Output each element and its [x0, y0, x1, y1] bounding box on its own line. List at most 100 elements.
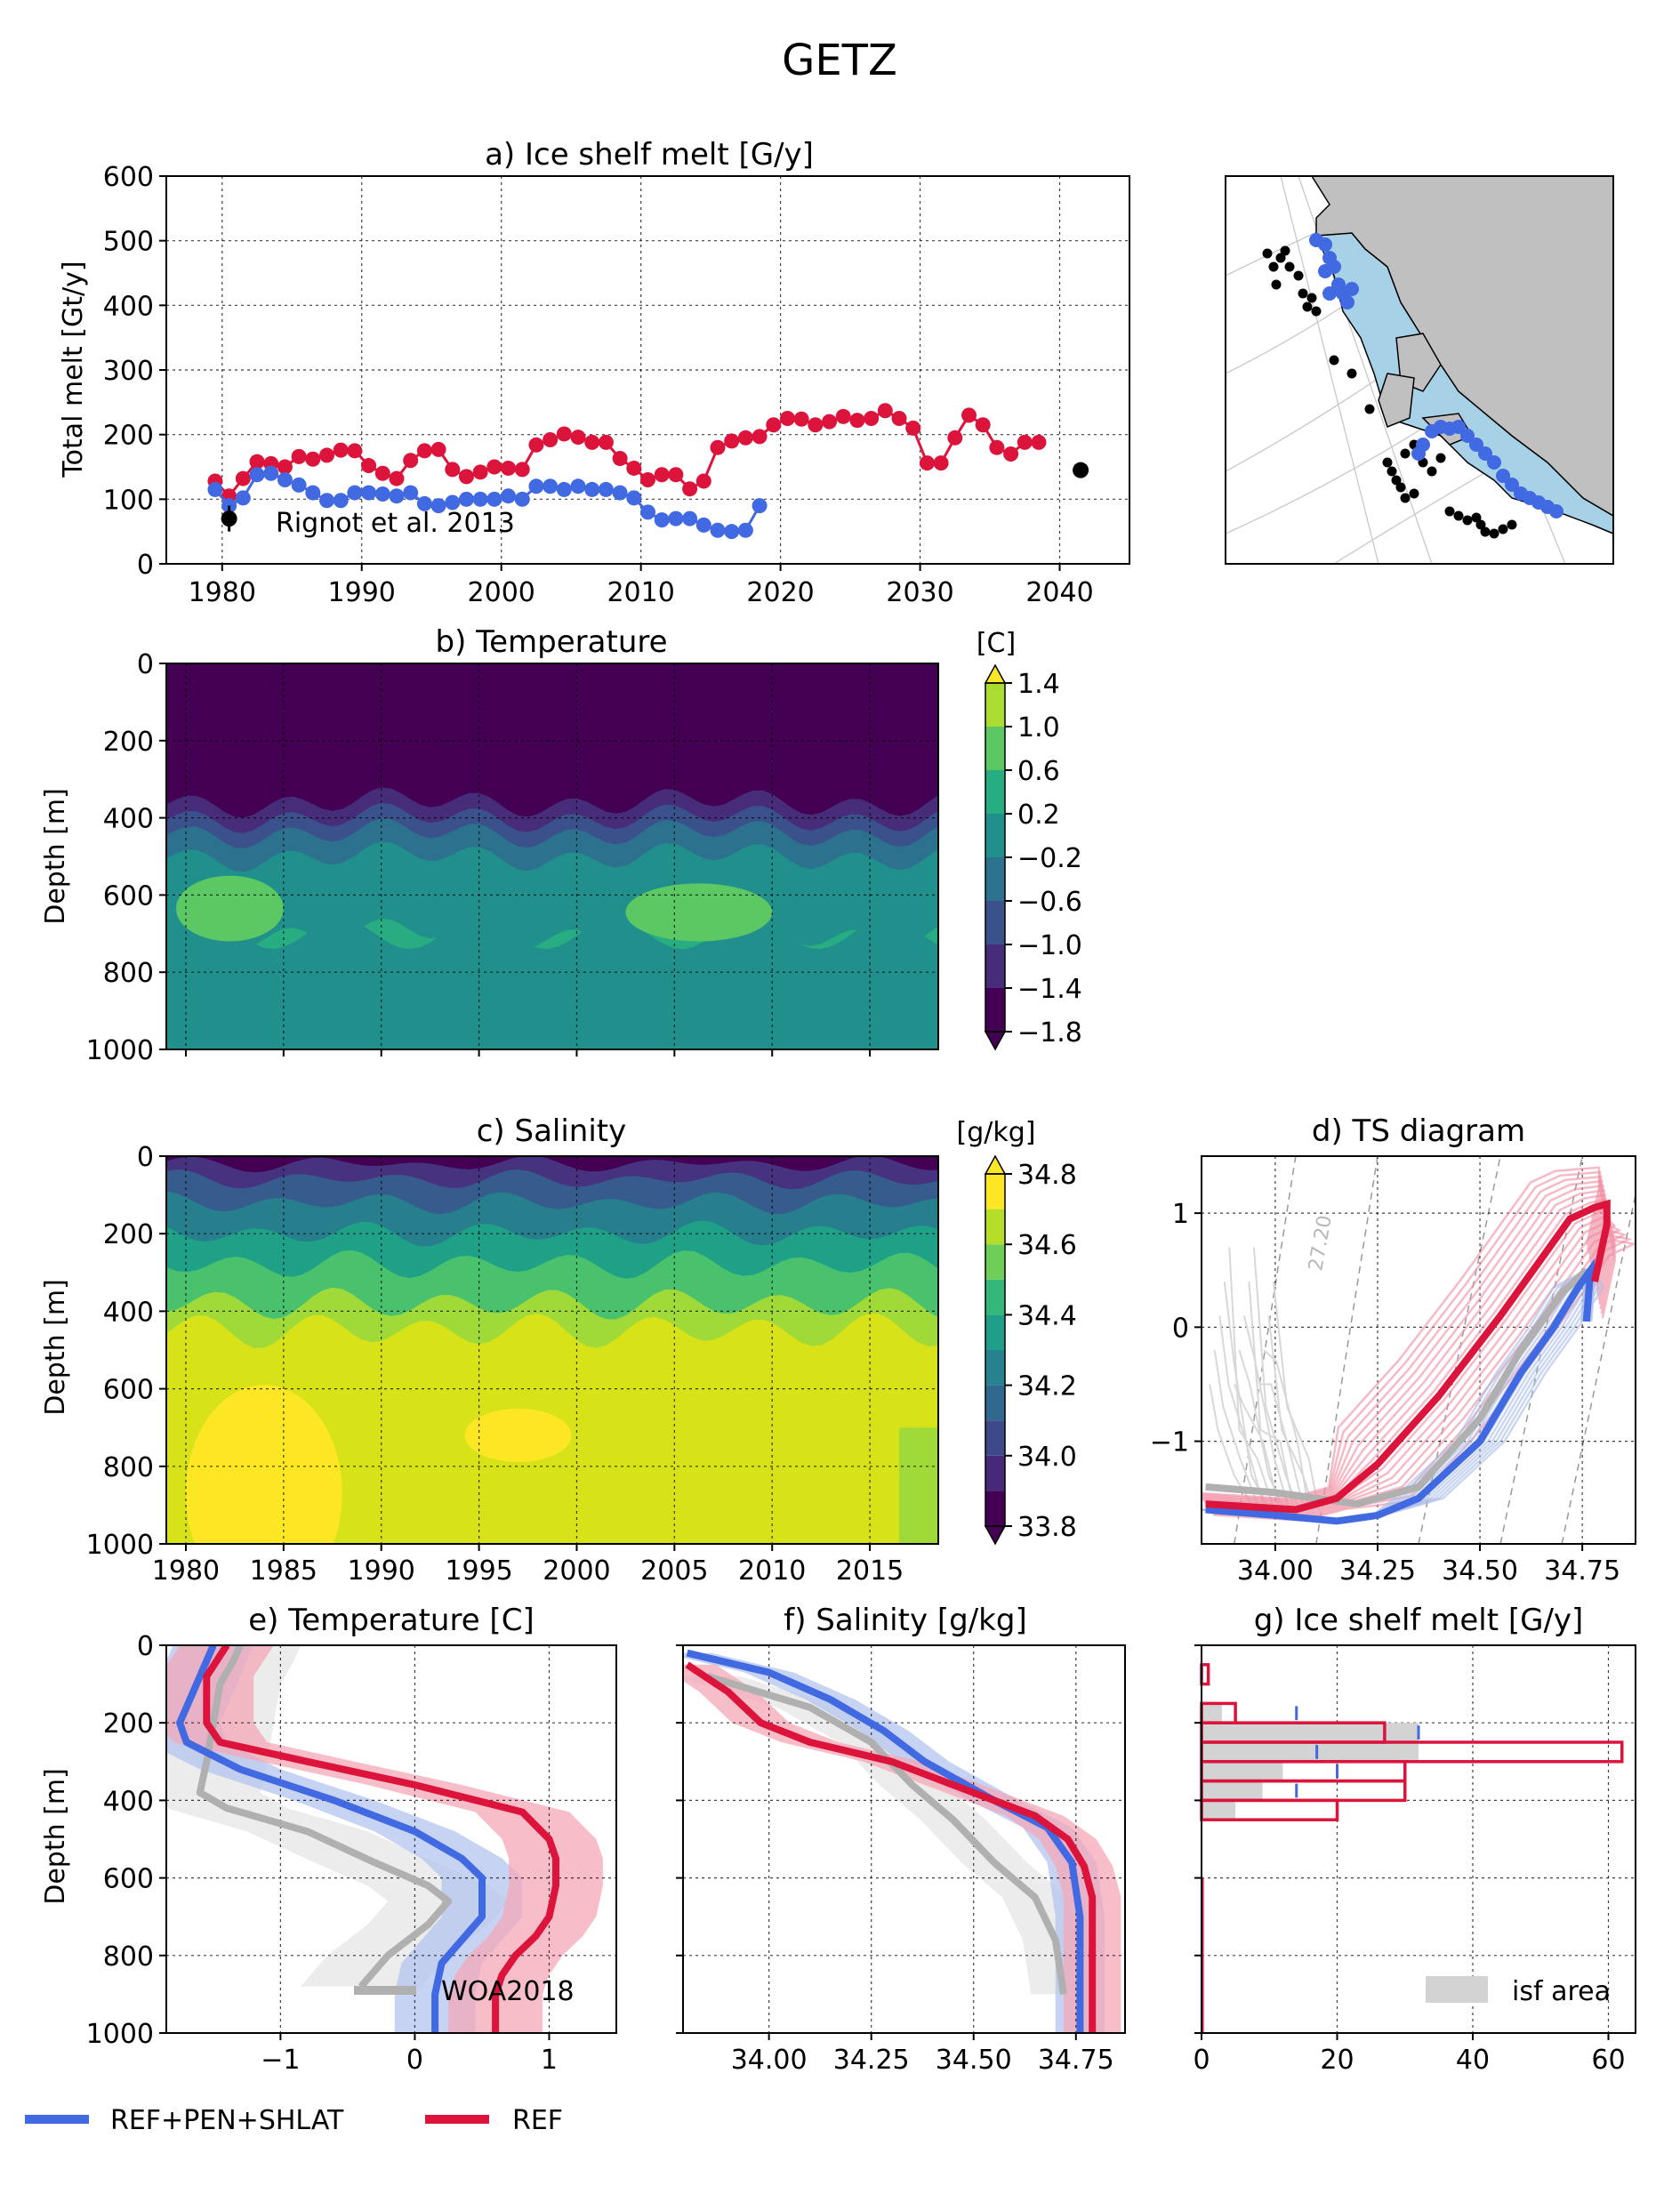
panel-c-cbar-level	[985, 1491, 1005, 1526]
panel-c-ylabel: Depth [m]	[40, 1279, 71, 1416]
map-model-dot	[1340, 295, 1354, 309]
panel-a-point	[403, 453, 419, 469]
panel-c-cbar-level	[985, 1455, 1005, 1491]
panel-a-point	[291, 477, 307, 493]
figure-legend: REF+PEN+SHLAT REF	[25, 2105, 563, 2136]
panel-a-point	[570, 430, 586, 446]
panel-a-point	[710, 439, 726, 455]
panel-a-xtick-label: 2000	[468, 577, 535, 608]
map-obs-dot	[1444, 506, 1455, 517]
panel-a-point	[305, 485, 321, 501]
panel-a-obs-point	[221, 510, 237, 527]
panel-f-xtick-label: 34.50	[936, 2045, 1012, 2076]
panel-d-xtick-label: 34.25	[1339, 1555, 1416, 1587]
panel-a-point	[458, 469, 474, 485]
panel-f-ticks: 34.00 34.25 34.50 34.75	[676, 1644, 1114, 2076]
panel-a-point	[584, 481, 600, 497]
panel-a-point	[793, 411, 809, 427]
panel-g-bars	[1200, 1644, 1636, 2034]
panel-b-cbar-extend-top	[984, 663, 1007, 684]
map-obs-dot	[1391, 475, 1402, 486]
map-obs-dot	[1346, 368, 1357, 379]
panel-e-ytick-label: 400	[103, 1786, 154, 1817]
panel-e-ytick-label: 1000	[86, 2019, 154, 2050]
panel-g-xtick-label: 20	[1320, 2045, 1354, 2076]
panel-a-point	[654, 512, 670, 528]
panel-b-contours	[166, 663, 938, 1049]
panel-a-point	[543, 431, 559, 447]
panel-a-point	[416, 443, 432, 459]
map-obs-dot	[1471, 512, 1482, 523]
map-obs-dot	[1498, 524, 1508, 534]
panel-a-annotation: Rignot et al. 2013	[276, 508, 515, 539]
panel-a-point	[361, 458, 377, 474]
panel-a-point	[501, 488, 517, 504]
panel-a-point	[710, 522, 726, 538]
panel-c-cbar-level	[985, 1174, 1005, 1209]
panel-g-legend-label: isf area	[1512, 1976, 1611, 2007]
panel-e-xtick-label: 0	[406, 2045, 423, 2076]
panel-d-xtick-label: 34.75	[1544, 1555, 1620, 1587]
map-model-dot	[1478, 446, 1492, 461]
panel-a-point	[584, 434, 600, 450]
panel-d-pen-mean	[1205, 1258, 1596, 1525]
panel-f: f) Salinity [g/kg] 34.00 34.25 34.50 34.75	[676, 1603, 1126, 2076]
panel-a-point	[389, 488, 405, 504]
panel-a-point	[430, 441, 446, 457]
panel-a-point	[626, 460, 642, 476]
figure-title: GETZ	[782, 36, 897, 85]
map-model-dot	[1322, 286, 1337, 301]
panel-a-point	[374, 486, 390, 502]
panel-a-point	[640, 472, 655, 488]
panel-a-point	[458, 491, 474, 507]
panel-e-xtick-label: 1	[541, 2045, 558, 2076]
panel-a-point	[361, 485, 377, 501]
panel-a-point	[864, 411, 880, 426]
panel-b-cbar-level	[985, 901, 1005, 944]
panel-c-fresh-patch	[899, 1427, 938, 1544]
map-obs-dot	[1480, 526, 1491, 537]
panel-a-point	[877, 403, 893, 419]
panel-g-xtick-label: 0	[1193, 2045, 1210, 2076]
panel-b-level	[166, 918, 938, 1049]
panel-f-xtick-label: 34.25	[833, 2045, 910, 2076]
map-points	[1262, 233, 1563, 539]
panel-a-point	[277, 472, 293, 488]
panel-a-point	[333, 493, 349, 509]
map-obs-dot	[1489, 528, 1499, 539]
panel-a-ytick-label: 400	[103, 291, 154, 322]
panel-a-ytick-label: 100	[103, 485, 154, 516]
panel-e-profile	[196, 1645, 453, 1989]
panel-a-frame	[165, 175, 1130, 565]
panel-b-cbar-unit: [C]	[977, 628, 1016, 659]
panel-a-point	[598, 434, 614, 450]
panel-a-point	[626, 490, 642, 506]
panel-a-xtick-label: 2040	[1025, 577, 1093, 608]
panel-d-isopycnal-label: 27.20	[1305, 1214, 1337, 1273]
map-model-dot	[1469, 438, 1483, 452]
panel-c-cbar-level	[985, 1385, 1005, 1421]
panel-a-point	[528, 478, 544, 494]
panel-b-ytick-label: 200	[103, 727, 154, 758]
panel-f-frame	[682, 1644, 1126, 2034]
panel-a-point	[319, 493, 334, 509]
panel-g-frame	[1201, 1644, 1636, 2034]
panel-a-point	[975, 417, 991, 433]
panel-a-series	[207, 403, 1089, 540]
map-land	[1311, 176, 1613, 517]
panel-a-point	[403, 485, 419, 501]
panel-b-ticks: 0 200 400 600 800 1000	[86, 649, 872, 1066]
panel-a-point	[333, 442, 349, 458]
panel-a-ytick-label: 600	[103, 162, 154, 193]
panel-a-point	[612, 485, 628, 501]
map-obs-dot	[1271, 279, 1282, 290]
panel-e-ytick-label: 200	[103, 1708, 154, 1740]
panel-g-area-bar	[1202, 1742, 1419, 1762]
panel-d-isopycnal	[1234, 1156, 1297, 1544]
panel-e-profile	[203, 1645, 559, 2033]
panel-g-area-bar	[1202, 1703, 1222, 1724]
panel-a-point	[472, 464, 488, 480]
panel-d-xtick-label: 34.00	[1237, 1555, 1314, 1587]
panel-c-frame	[165, 1155, 939, 1545]
